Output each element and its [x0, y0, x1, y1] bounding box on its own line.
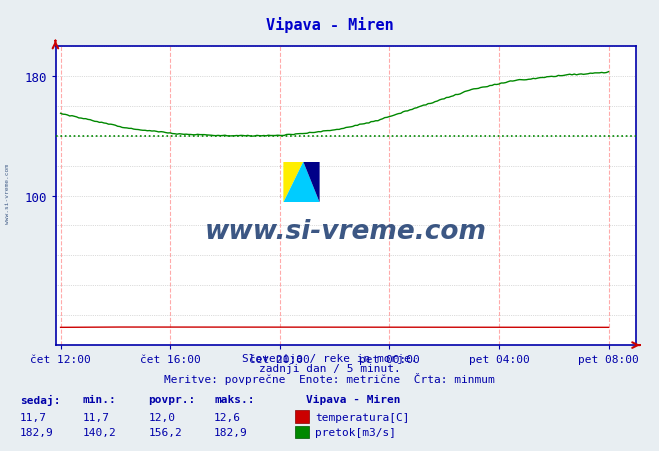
- Polygon shape: [283, 162, 303, 203]
- Text: 11,7: 11,7: [82, 412, 109, 422]
- Text: 182,9: 182,9: [20, 427, 53, 437]
- Text: Meritve: povprečne  Enote: metrične  Črta: minmum: Meritve: povprečne Enote: metrične Črta:…: [164, 373, 495, 384]
- Text: 12,0: 12,0: [148, 412, 175, 422]
- Text: 156,2: 156,2: [148, 427, 182, 437]
- Text: 140,2: 140,2: [82, 427, 116, 437]
- Polygon shape: [303, 162, 320, 203]
- Text: www.si-vreme.com: www.si-vreme.com: [205, 219, 487, 245]
- Text: maks.:: maks.:: [214, 394, 254, 404]
- Text: Vipava - Miren: Vipava - Miren: [266, 17, 393, 33]
- Text: povpr.:: povpr.:: [148, 394, 196, 404]
- Text: 182,9: 182,9: [214, 427, 248, 437]
- Text: pretok[m3/s]: pretok[m3/s]: [315, 427, 396, 437]
- Text: Vipava - Miren: Vipava - Miren: [306, 394, 401, 404]
- Polygon shape: [283, 162, 320, 203]
- Text: www.si-vreme.com: www.si-vreme.com: [5, 164, 10, 224]
- Text: sedaj:: sedaj:: [20, 394, 60, 405]
- Text: Slovenija / reke in morje.: Slovenija / reke in morje.: [242, 354, 417, 364]
- Text: 11,7: 11,7: [20, 412, 47, 422]
- Text: zadnji dan / 5 minut.: zadnji dan / 5 minut.: [258, 364, 401, 373]
- Text: 12,6: 12,6: [214, 412, 241, 422]
- Text: temperatura[C]: temperatura[C]: [315, 412, 409, 422]
- Text: min.:: min.:: [82, 394, 116, 404]
